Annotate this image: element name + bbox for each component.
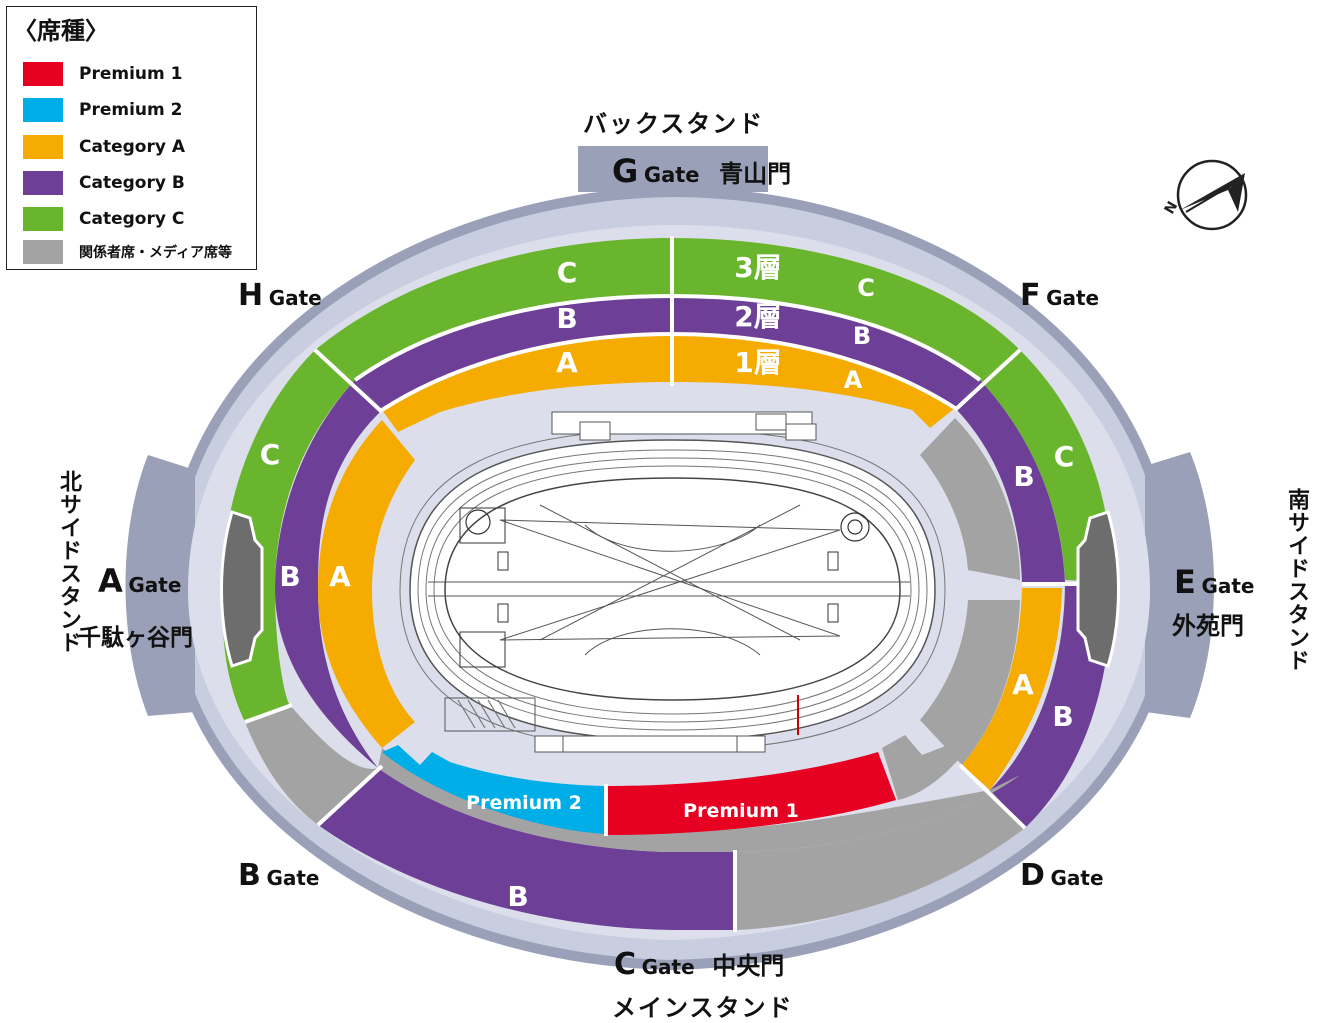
south-wedge [1076,510,1120,668]
seat-legend: 〈席種〉 Premium 1 Premium 2 Category A Cate… [6,6,257,270]
legend-label: Category C [79,209,185,229]
e-gate-tab [1145,452,1214,718]
gate-g-label: G Gate 青山門 [612,152,791,190]
legend-label: Premium 1 [79,64,183,84]
seat-c-south [980,350,1112,582]
athletics-track [399,411,946,753]
label-premium2: Premium 2 [466,792,582,814]
gate-letter: C [614,947,637,982]
legend-swatch [23,135,63,159]
gate-letter: H [238,278,264,313]
legend-label: Category A [79,137,185,157]
grey-media-small [882,735,958,800]
label-b-main: B [507,880,528,913]
legend-item-media: 関係者席・メディア席等 [23,239,232,265]
label-a-back-right: A [844,366,863,394]
legend-label: Category B [79,173,185,193]
legend-swatch [23,98,63,122]
label-b-south-upper: B [1013,460,1034,493]
seat-b-main-outer [318,768,735,930]
seat-premium2 [382,745,605,834]
gate-name: 中央門 [712,952,785,980]
grey-main-outer [735,775,1025,930]
label-a-south: A [1012,668,1034,701]
grey-main-inner [378,748,1020,852]
gate-a-label: A Gate [98,562,181,600]
legend-item-premium2: Premium 2 [23,97,182,123]
seat-b-back [355,296,980,410]
legend-label: Premium 2 [79,100,183,120]
label-b-north: B [279,560,300,593]
gate-letter: D [1020,858,1045,893]
back-stand-label: バックスタンド [583,110,765,138]
seat-c-back [315,238,1020,380]
legend-item-category-a: Category A [23,134,185,160]
gate-b-label: B Gate [238,858,320,893]
label-tier-3: 3層 [734,251,781,284]
main-stand-label: メインスタンド [612,994,794,1022]
legend-swatch [23,62,63,86]
legend-item-category-c: Category C [23,206,184,232]
gate-name: 青山門 [719,160,792,188]
north-wedge [220,510,264,668]
gate-letter: F [1020,278,1041,313]
gate-letter: E [1174,563,1196,601]
label-a-back-left: A [556,346,578,379]
label-b-south-lower: B [1052,700,1073,733]
legend-swatch [23,240,63,264]
a-gate-tab [125,455,195,716]
gate-f-label: F Gate [1020,278,1099,313]
gate-letter: B [238,858,261,893]
seat-b-south-outer [990,582,1112,828]
legend-item-premium1: Premium 1 [23,61,182,87]
north-stand-label: 北サイドスタンド [56,470,81,654]
gate-e-label: E Gate [1174,563,1254,601]
label-b-back-right: B [853,322,871,350]
legend-swatch [23,207,63,231]
gate-e-name: 外苑門 [1172,612,1244,640]
south-stand-label: 南サイドスタンド [1284,488,1309,672]
label-b-back-left: B [556,302,577,335]
label-tier-1: 1層 [734,346,781,379]
label-c-back-right: C [857,274,875,302]
gate-word: Gate [1046,286,1100,310]
legend-label: 関係者席・メディア席等 [79,245,233,261]
gate-word: Gate [641,955,695,979]
label-c-south: C [1054,440,1075,473]
gate-word: Gate [268,286,322,310]
seat-premium1 [608,752,896,835]
gate-letter: A [98,562,123,600]
gate-h-label: H Gate [238,278,322,313]
seat-a-back [382,334,955,432]
gate-d-label: D Gate [1020,858,1104,893]
label-a-north: A [329,560,351,593]
section-separators [244,236,1112,932]
legend-title: 〈席種〉 [13,17,109,45]
gate-c-label: C Gate 中央門 [614,946,784,982]
gate-a-name: 千駄ヶ谷門 [78,625,193,651]
label-c-north: C [260,438,281,471]
seat-a-south [962,588,1062,790]
gate-word: Gate [128,573,182,597]
grey-nw [245,705,378,825]
legend-swatch [23,171,63,195]
g-gate-tab [578,146,768,192]
compass-icon: N [1162,159,1248,231]
grey-south-inner [920,418,1020,580]
seat-a-north [318,420,415,748]
label-premium1: Premium 1 [683,800,799,822]
grey-south-inner2 [920,600,1020,765]
gate-letter: G [612,152,639,190]
gate-word: Gate [643,163,700,187]
label-c-back-left: C [557,256,578,289]
gate-word: Gate [266,866,320,890]
seat-b-north [275,380,382,768]
gate-word: Gate [1050,866,1104,890]
gate-word: Gate [1201,574,1255,598]
label-tier-2: 2層 [734,300,781,333]
seat-b-south [955,380,1065,582]
legend-item-category-b: Category B [23,170,185,196]
